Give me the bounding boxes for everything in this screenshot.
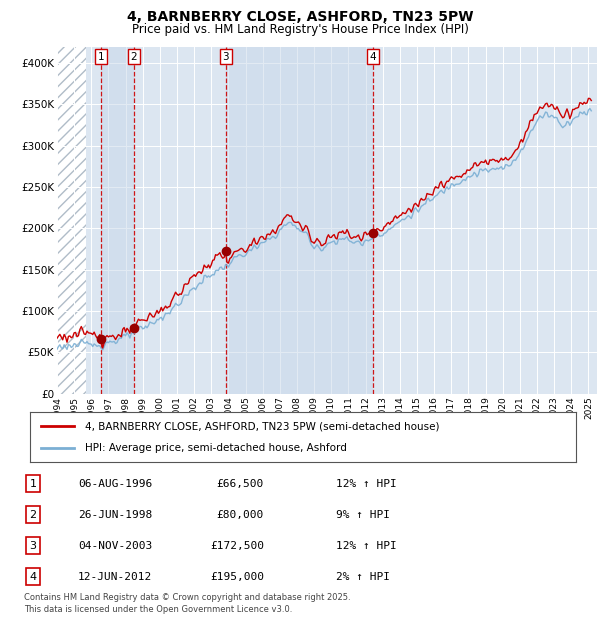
- Bar: [101, 46, 134, 394]
- Text: 2% ↑ HPI: 2% ↑ HPI: [336, 572, 390, 582]
- Text: 2: 2: [130, 51, 137, 62]
- Text: 4: 4: [29, 572, 37, 582]
- Text: £66,500: £66,500: [217, 479, 264, 489]
- Text: 12-JUN-2012: 12-JUN-2012: [78, 572, 152, 582]
- Text: 2: 2: [29, 510, 37, 520]
- Text: £80,000: £80,000: [217, 510, 264, 520]
- Bar: [226, 46, 373, 394]
- Text: 9% ↑ HPI: 9% ↑ HPI: [336, 510, 390, 520]
- Text: 1: 1: [98, 51, 105, 62]
- Text: 26-JUN-1998: 26-JUN-1998: [78, 510, 152, 520]
- Text: 4: 4: [370, 51, 376, 62]
- Text: 3: 3: [223, 51, 229, 62]
- Text: 04-NOV-2003: 04-NOV-2003: [78, 541, 152, 551]
- Text: 4, BARNBERRY CLOSE, ASHFORD, TN23 5PW (semi-detached house): 4, BARNBERRY CLOSE, ASHFORD, TN23 5PW (s…: [85, 421, 439, 431]
- Text: 3: 3: [29, 541, 37, 551]
- Text: HPI: Average price, semi-detached house, Ashford: HPI: Average price, semi-detached house,…: [85, 443, 346, 453]
- Text: 12% ↑ HPI: 12% ↑ HPI: [336, 479, 397, 489]
- Text: £172,500: £172,500: [210, 541, 264, 551]
- Bar: [57, 46, 86, 394]
- Text: 4, BARNBERRY CLOSE, ASHFORD, TN23 5PW: 4, BARNBERRY CLOSE, ASHFORD, TN23 5PW: [127, 11, 473, 24]
- Text: 06-AUG-1996: 06-AUG-1996: [78, 479, 152, 489]
- Text: 12% ↑ HPI: 12% ↑ HPI: [336, 541, 397, 551]
- Text: £195,000: £195,000: [210, 572, 264, 582]
- Text: Contains HM Land Registry data © Crown copyright and database right 2025.
This d: Contains HM Land Registry data © Crown c…: [24, 593, 350, 614]
- Text: Price paid vs. HM Land Registry's House Price Index (HPI): Price paid vs. HM Land Registry's House …: [131, 24, 469, 36]
- Text: 1: 1: [29, 479, 37, 489]
